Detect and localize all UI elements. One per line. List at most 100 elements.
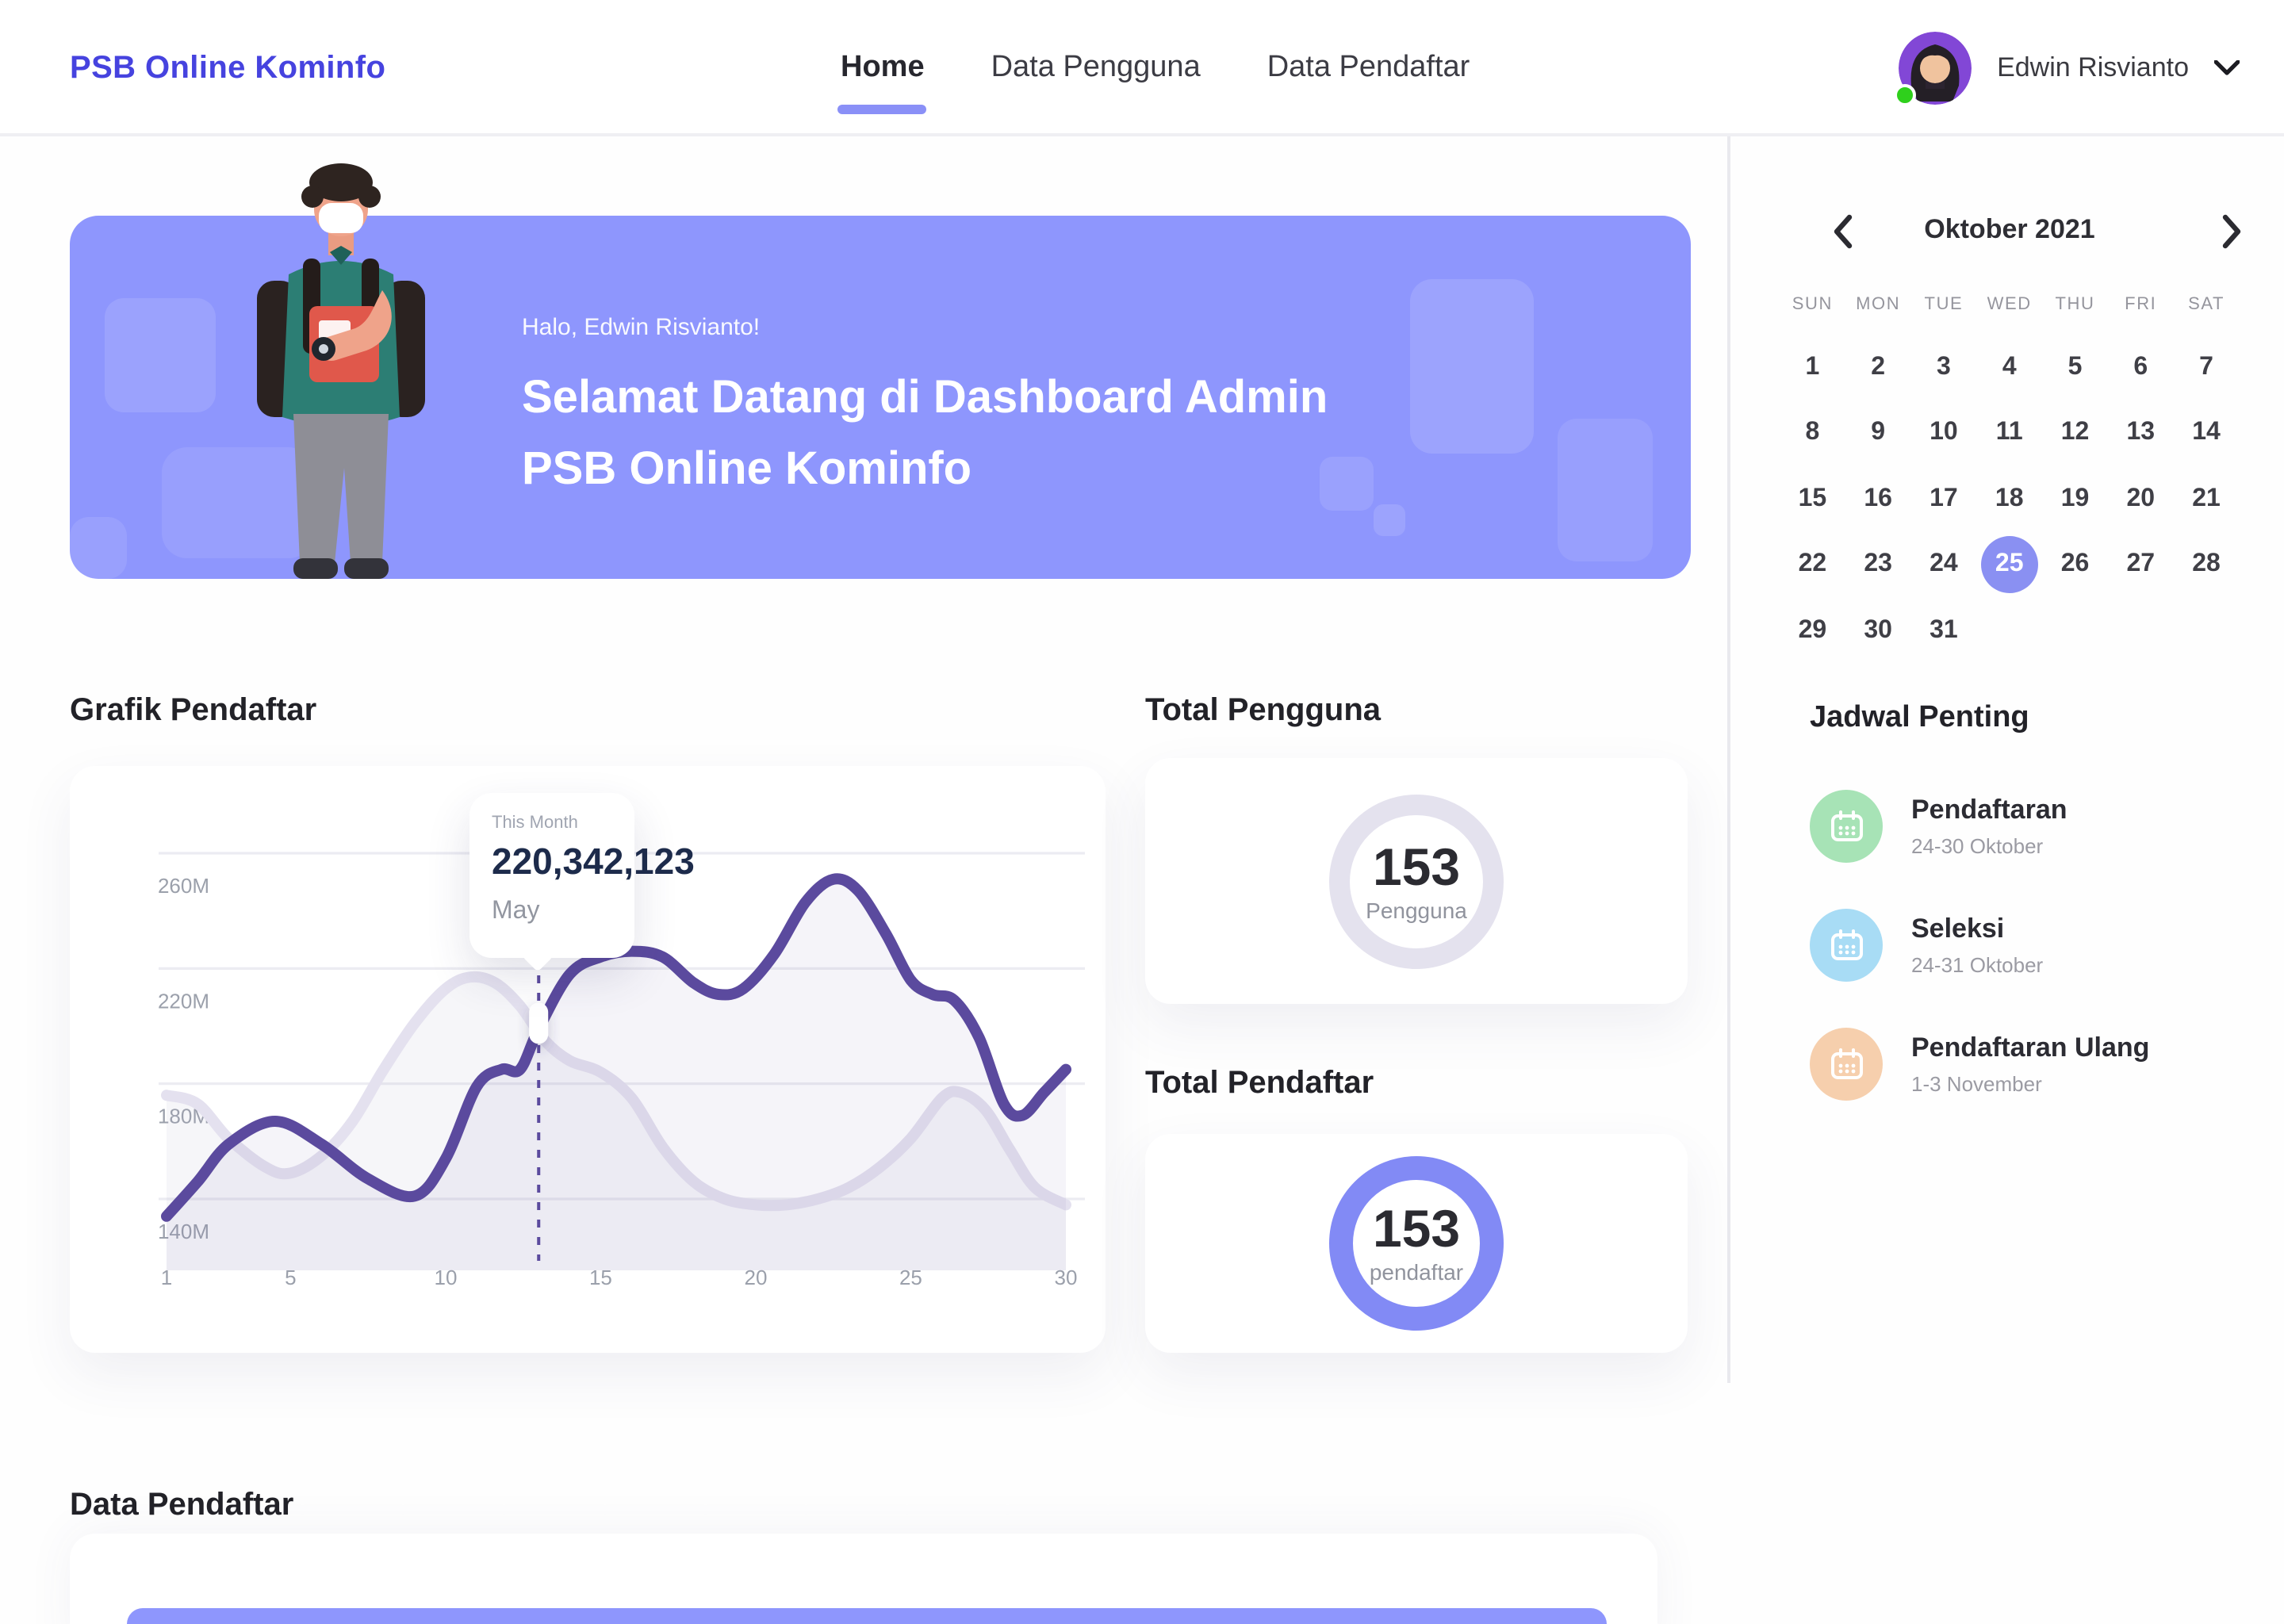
svg-text:25: 25 [899,1266,922,1289]
calendar-day[interactable]: 22 [1798,550,1827,578]
calendar-day[interactable]: 18 [1995,485,2024,512]
top-navbar: PSB Online Kominfo Home Data Pengguna Da… [0,0,2284,136]
line-chart[interactable]: 260M220M180M140M151015202530 [70,766,1106,1353]
calendar-day[interactable]: 20 [2126,485,2156,512]
schedule-item-dates: 1-3 November [1911,1072,2042,1096]
calendar-day[interactable]: 2 [1871,353,1886,381]
total-pengguna-card: 153 Pengguna [1145,758,1688,1004]
schedule-item-pendaftaran-ulang[interactable]: Pendaftaran Ulang 1-3 November [1810,1028,2149,1101]
brand-logo: PSB Online Kominfo [70,51,386,86]
registrant-line-chart-card: 260M220M180M140M151015202530 This Month … [70,766,1106,1353]
calendar-day[interactable]: 12 [2060,419,2090,446]
banner-greeting: Halo, Edwin Risvianto! [522,314,761,341]
calendar-day[interactable]: 10 [1930,419,1958,446]
schedule-widget: Jadwal Penting Pendaftaran 24-30 Oktober [1780,701,2255,1101]
calendar-day[interactable]: 21 [2192,485,2221,512]
banner-decor-square [1410,279,1534,454]
schedule-item-pendaftaran[interactable]: Pendaftaran 24-30 Oktober [1810,790,2067,863]
calendar-day[interactable]: 11 [1995,419,2023,446]
student-illustration [257,163,425,579]
calendar-icon [1810,1028,1883,1101]
calendar-day[interactable]: 6 [2133,353,2148,381]
calendar-day[interactable]: 26 [2060,550,2090,578]
svg-text:20: 20 [745,1266,768,1289]
calendar-day[interactable]: 4 [2002,353,2017,381]
weekday-label: WED [1987,295,2032,314]
schedule-item-title: Pendaftaran Ulang [1911,1032,2150,1063]
avatar-image [1899,32,1972,105]
data-pendaftar-heading: Data Pendaftar [70,1488,294,1522]
data-pendaftar-table-card [70,1534,1657,1624]
calendar-day[interactable]: 8 [1805,419,1820,446]
pendaftar-count: 153 [1372,1199,1461,1258]
calendar-day[interactable]: 13 [2126,419,2156,446]
schedule-item-text: Pendaftaran 24-30 Oktober [1911,795,2067,858]
weekday-label: TUE [1924,295,1964,314]
schedule-item-dates: 24-31 Oktober [1911,953,2044,977]
nav-item-label: Home [841,51,925,84]
calendar-day[interactable]: 25 [1976,532,2042,598]
banner-decor-square [105,298,216,412]
calendar-day[interactable]: 23 [1864,550,1892,578]
calendar-day[interactable]: 17 [1930,485,1958,512]
total-pendaftar-heading: Total Pendaftar [1145,1066,1374,1101]
tooltip-month: May [492,898,540,925]
avatar [1894,32,1972,106]
nav-item-label: Data Pendaftar [1267,51,1470,84]
calendar-day[interactable]: 3 [1937,353,1951,381]
calendar-day[interactable]: 27 [2126,550,2156,578]
calendar-day[interactable]: 9 [1871,419,1886,446]
calendar-day-grid: 1 2 3 4 5 6 7 8 9 10 11 12 13 14 15 16 17 18 19 20 21 22 23 24 2… [1780,335,2240,664]
pengguna-ring: 153 Pengguna [1329,794,1504,968]
tooltip-value: 220,342,123 [492,841,695,882]
calendar-day[interactable]: 1 [1805,353,1820,381]
banner-title-line2: PSB Online Kominfo [522,444,972,495]
chevron-left-icon[interactable] [1827,213,1862,251]
sidebar-divider [1727,136,1730,1383]
banner-decor-square [1320,457,1374,511]
nav-item-data-pengguna[interactable]: Data Pengguna [988,51,1204,86]
nav-item-label: Data Pengguna [991,51,1201,84]
svg-text:260M: 260M [158,874,209,898]
calendar-day[interactable]: 5 [2067,353,2083,381]
calendar-day[interactable]: 31 [1930,616,1958,644]
schedule-item-seleksi[interactable]: Seleksi 24-31 Oktober [1810,909,2043,982]
calendar-day[interactable]: 29 [1798,616,1827,644]
chevron-down-icon [2214,60,2240,75]
user-menu[interactable]: Edwin Risvianto [1894,0,2240,136]
calendar-header: Oktober 2021 [1780,206,2241,260]
nav-item-data-pendaftar[interactable]: Data Pendaftar [1264,51,1473,86]
banner-decor-square [1558,419,1653,561]
calendar-day[interactable]: 30 [1864,616,1892,644]
calendar-icon [1810,909,1883,982]
banner-text: Halo, Edwin Risvianto! Selamat Datang di… [522,314,1328,506]
weekday-label: FRI [2125,295,2157,314]
total-pendaftar-card: 153 pendaftar [1145,1134,1688,1353]
schedule-item-title: Pendaftaran [1911,795,2067,825]
banner-decor-square [1374,504,1405,536]
weekday-label: THU [2055,295,2095,314]
chart-section-heading: Grafik Pendaftar [70,693,317,728]
calendar-day[interactable]: 15 [1798,485,1827,512]
calendar-day[interactable]: 14 [2192,419,2221,446]
chevron-right-icon[interactable] [2213,213,2248,251]
banner-title-line1: Selamat Datang di Dashboard Admin [522,373,1328,423]
calendar-day[interactable]: 28 [2192,550,2221,578]
calendar-day[interactable]: 7 [2199,353,2213,381]
calendar-weekday-row: SUN MON TUE WED THU FRI SAT [1780,295,2240,314]
calendar-day[interactable]: 19 [2060,485,2090,512]
total-pengguna-heading: Total Pengguna [1145,693,1382,728]
pendaftar-label: pendaftar [1369,1259,1464,1285]
svg-text:140M: 140M [158,1220,209,1243]
schedule-item-title: Seleksi [1911,914,2005,944]
welcome-banner: Halo, Edwin Risvianto! Selamat Datang di… [70,163,1691,579]
pengguna-count: 153 [1372,837,1461,895]
nav-item-home[interactable]: Home [837,51,928,114]
calendar-day[interactable]: 16 [1864,485,1892,512]
pengguna-label: Pengguna [1366,897,1467,922]
calendar-day[interactable]: 24 [1930,550,1958,578]
schedule-heading: Jadwal Penting [1810,701,2029,734]
banner-decor-square [70,517,127,579]
